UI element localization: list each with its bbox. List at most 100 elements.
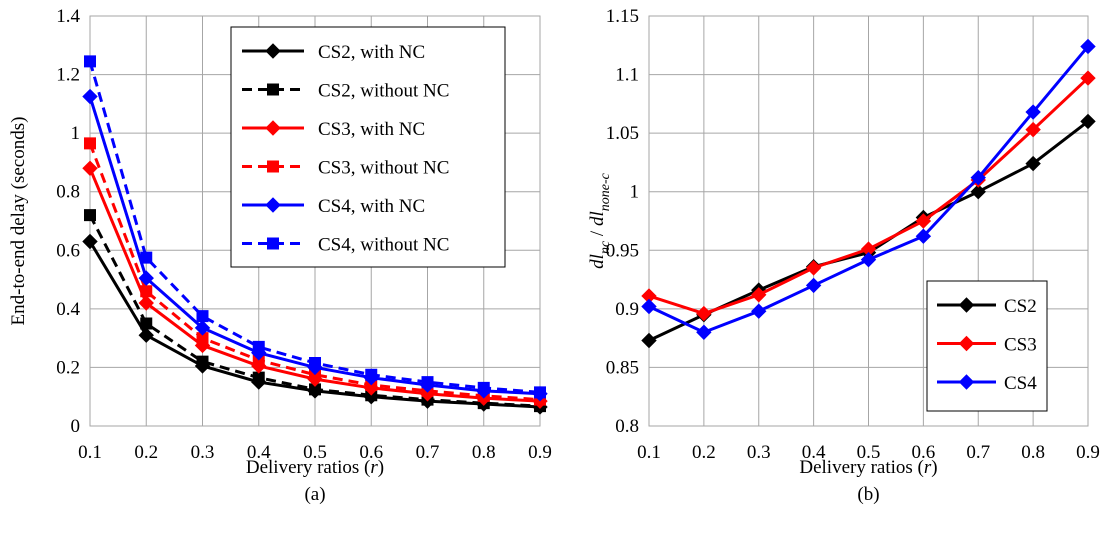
data-point xyxy=(1025,155,1041,172)
legend-box xyxy=(926,280,1048,412)
x-axis-title-text: Delivery ratios ( xyxy=(246,457,371,478)
y-axis-title-separator: / xyxy=(587,226,608,241)
legend-marker xyxy=(267,237,279,250)
data-point xyxy=(140,285,153,298)
y-axis-title-subscript: none-c xyxy=(598,172,613,211)
data-point xyxy=(252,340,265,353)
plot-area-border xyxy=(648,15,1089,427)
y-tick-label: 0.2 xyxy=(56,357,80,378)
legend: CS2, with NC CS2, without NC CS3, with NC C… xyxy=(230,26,506,268)
data-point xyxy=(477,381,490,394)
x-tick-label: 0.4 xyxy=(802,442,826,463)
x-tick-label: 0.4 xyxy=(247,442,271,463)
data-point xyxy=(751,287,767,303)
x-tick-label: 0.9 xyxy=(528,442,552,463)
series-cs4-without-nc xyxy=(84,55,546,399)
panel-label: (b) xyxy=(857,484,879,505)
x-axis-title-variable: r xyxy=(370,457,378,478)
data-point xyxy=(138,270,154,286)
data-point xyxy=(252,371,265,384)
legend-label: CS3, with NC xyxy=(318,119,425,140)
series-cs4 xyxy=(641,38,1096,340)
y-tick-label: 1 xyxy=(71,123,81,144)
y-tick-label: 1.05 xyxy=(606,123,639,144)
data-point xyxy=(860,251,877,268)
x-axis-title: Delivery ratios (r) xyxy=(246,457,384,478)
x-tick-label: 0.9 xyxy=(1076,442,1100,463)
data-point xyxy=(696,305,712,322)
y-tick-label: 0.95 xyxy=(606,240,639,261)
x-tick-label: 0.3 xyxy=(747,442,771,463)
data-point xyxy=(84,55,96,68)
chart-panel-a: 0 0.2 0.4 0.6 0.8 1 1.2 1.4 0.1 0.2 0.3 0.4 0.5 0.6 0.… xyxy=(8,6,552,505)
data-point xyxy=(970,184,986,200)
y-tick-label: 0.6 xyxy=(56,240,80,261)
data-point xyxy=(140,251,153,264)
x-tick-label: 0.1 xyxy=(78,442,102,463)
x-axis-title: Delivery ratios (r) xyxy=(799,457,937,478)
data-point xyxy=(138,295,154,311)
data-point xyxy=(1080,113,1096,130)
data-point xyxy=(194,320,211,336)
data-point xyxy=(751,303,767,319)
x-tick-label: 0.7 xyxy=(416,442,440,463)
y-tick-label: 1.2 xyxy=(56,65,80,86)
legend-marker xyxy=(958,374,975,390)
legend-label: CS2 xyxy=(1004,296,1037,317)
data-point xyxy=(1025,121,1041,138)
data-point xyxy=(1025,104,1041,120)
data-point xyxy=(915,228,932,244)
legend: CS2 CS3 CS4 xyxy=(926,280,1048,412)
legend-label: CS3 xyxy=(1004,335,1037,356)
legend-label: CS4, without NC xyxy=(318,235,449,256)
data-point xyxy=(82,88,98,105)
y-tick-label: 0.85 xyxy=(606,357,639,378)
legend-marker xyxy=(267,160,279,173)
x-tick-label: 0.5 xyxy=(857,442,881,463)
legend-marker xyxy=(267,83,279,96)
y-tick-label: 1.15 xyxy=(606,6,639,27)
data-point xyxy=(84,137,96,150)
legend-marker xyxy=(958,297,975,313)
data-point xyxy=(421,376,434,389)
data-point xyxy=(196,310,209,323)
data-point xyxy=(84,209,96,222)
legend-box xyxy=(230,26,506,268)
data-point xyxy=(140,317,153,330)
data-point xyxy=(970,169,986,186)
data-point xyxy=(641,298,657,315)
data-point xyxy=(1080,70,1096,86)
legend-marker xyxy=(265,197,281,213)
data-point xyxy=(82,233,98,250)
y-tick-label: 0.9 xyxy=(615,299,639,320)
x-tick-label: 0.8 xyxy=(472,442,496,463)
legend-label: CS3, without NC xyxy=(318,158,449,179)
data-point xyxy=(534,386,546,399)
data-point xyxy=(805,260,822,276)
y-axis-title-part: dl xyxy=(587,211,608,226)
panel-label: (a) xyxy=(304,484,325,505)
data-point xyxy=(82,160,98,176)
legend-label: CS2, without NC xyxy=(318,81,449,102)
y-axis-title: dlnc / dlnone-c xyxy=(587,172,613,268)
legend-marker xyxy=(265,120,281,136)
series-line xyxy=(88,142,541,402)
x-tick-label: 0.5 xyxy=(303,442,327,463)
y-tick-label: 0.8 xyxy=(56,182,80,203)
legend-label: CS2, with NC xyxy=(318,42,425,63)
x-tick-label: 0.1 xyxy=(637,442,661,463)
data-point xyxy=(805,277,822,294)
legend-label: CS4 xyxy=(1004,373,1037,394)
data-point xyxy=(696,324,712,340)
data-point xyxy=(1080,38,1096,55)
x-axis-title-text: ) xyxy=(931,457,937,478)
legend-marker xyxy=(265,43,281,59)
data-point xyxy=(365,368,378,381)
y-axis-title-subscript: nc xyxy=(598,240,613,254)
y-axis-title: End-to-end delay (seconds) xyxy=(8,117,29,326)
x-tick-label: 0.7 xyxy=(966,442,990,463)
y-tick-label: 0.8 xyxy=(615,416,639,437)
x-tick-label: 0.6 xyxy=(912,442,936,463)
data-point xyxy=(138,327,154,343)
x-axis-title-text: ) xyxy=(378,457,384,478)
